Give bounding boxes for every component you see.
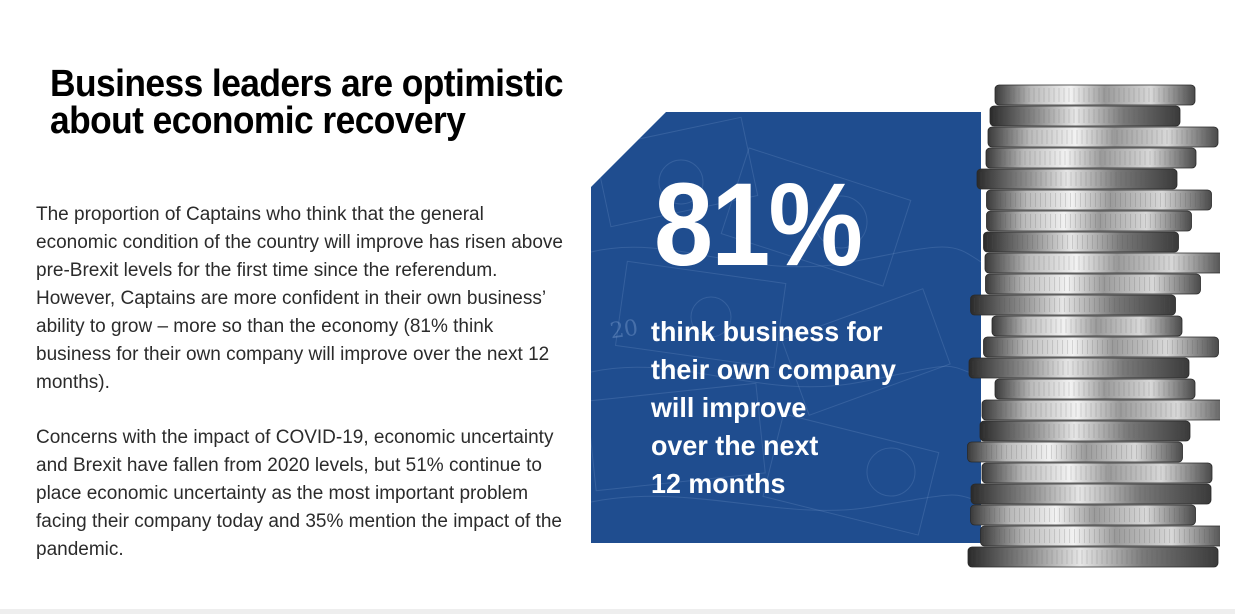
coin xyxy=(976,168,1178,190)
stat-caption-line: their own company xyxy=(651,354,896,385)
coin xyxy=(991,315,1183,337)
coin xyxy=(967,441,1183,463)
stat-caption-line: think business for xyxy=(651,316,883,347)
coin xyxy=(970,504,1196,526)
bottom-divider xyxy=(0,609,1235,614)
coin xyxy=(994,378,1196,400)
headline-line-1: Business leaders are optimistic xyxy=(50,63,564,105)
stat-caption-line: 12 months xyxy=(651,468,786,499)
coin xyxy=(979,420,1191,442)
banknote-value: 20 xyxy=(608,316,639,345)
stat-caption-line: will improve xyxy=(651,392,807,423)
coin xyxy=(987,126,1219,148)
coin xyxy=(985,147,1197,169)
banknotes-background: 20 xyxy=(591,116,981,536)
coin xyxy=(980,525,1220,547)
coin xyxy=(983,231,1179,253)
coin xyxy=(984,252,1220,274)
callout-panel: 20 xyxy=(591,112,981,543)
coin xyxy=(994,84,1196,106)
body-paragraph-1: The proportion of Captains who think tha… xyxy=(36,204,563,393)
coin xyxy=(986,189,1212,211)
coin xyxy=(968,357,1190,379)
coin xyxy=(985,273,1201,295)
coin xyxy=(970,483,1212,505)
coin-stack-image xyxy=(967,84,1220,568)
coin xyxy=(986,210,1192,232)
coin-stack-icon xyxy=(967,84,1220,568)
headline: Business leaders are optimistic about ec… xyxy=(50,63,571,142)
stat-value: 81% xyxy=(654,159,863,291)
stat-caption-line: over the next xyxy=(651,430,819,461)
body-paragraph-2: Concerns with the impact of COVID-19, ec… xyxy=(36,427,562,560)
coin xyxy=(983,336,1219,358)
coin xyxy=(967,546,1219,568)
coin xyxy=(970,294,1176,316)
body-text: The proportion of Captains who think tha… xyxy=(36,201,566,591)
coin xyxy=(981,399,1220,421)
stat-caption: think business for their own company wil… xyxy=(651,313,949,503)
coin xyxy=(981,462,1213,484)
coin xyxy=(989,105,1181,127)
headline-line-2: about economic recovery xyxy=(50,100,466,142)
